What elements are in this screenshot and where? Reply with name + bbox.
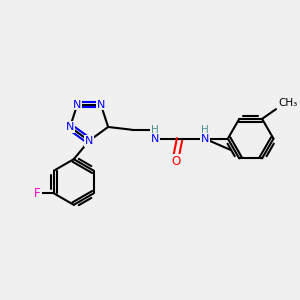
Text: N: N [73, 100, 82, 110]
Text: N: N [66, 122, 74, 132]
Text: O: O [171, 155, 180, 168]
Text: H: H [201, 125, 208, 135]
Text: CH₃: CH₃ [278, 98, 298, 108]
Text: N: N [97, 100, 105, 110]
Text: N: N [200, 134, 209, 144]
Text: H: H [151, 125, 158, 135]
Text: N: N [150, 134, 159, 144]
Text: F: F [34, 187, 40, 200]
Text: N: N [85, 136, 93, 146]
